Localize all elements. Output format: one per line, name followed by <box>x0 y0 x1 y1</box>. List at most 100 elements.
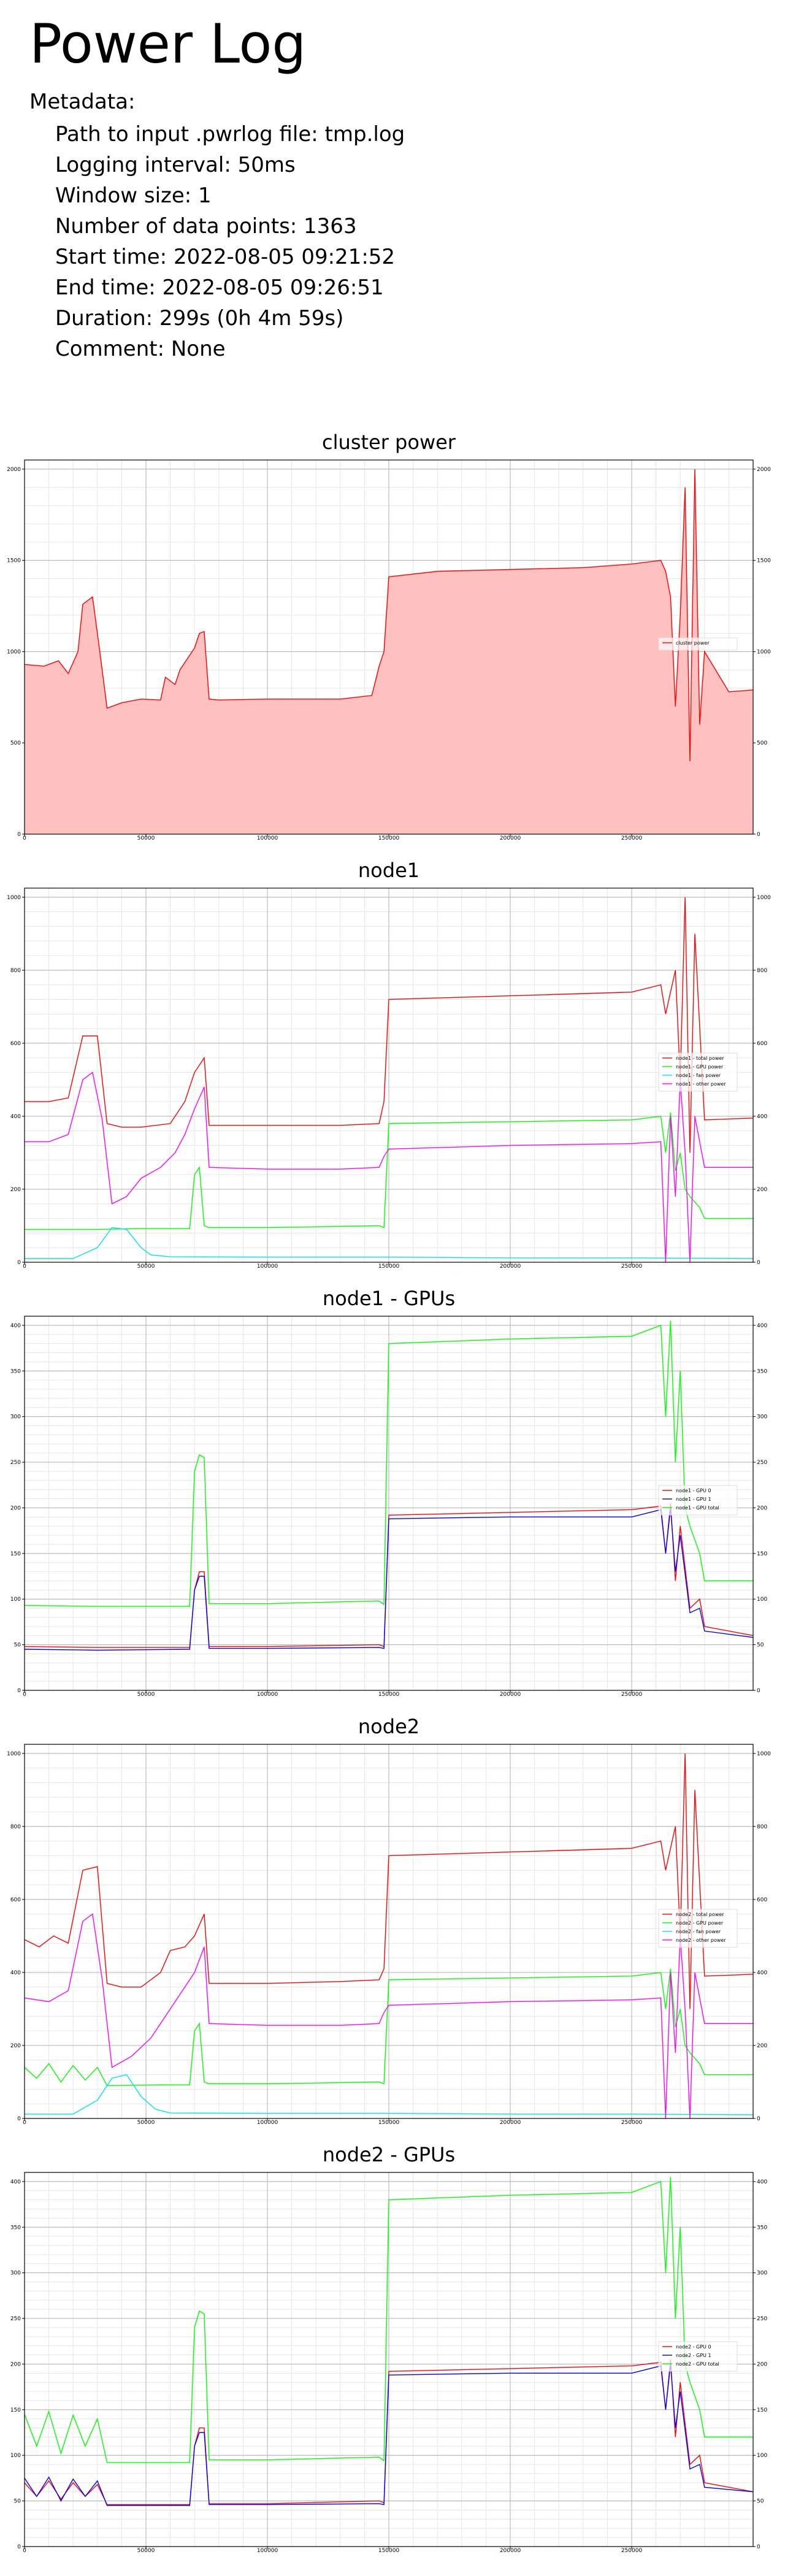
y-tick-label-right: 200 <box>757 2043 767 2049</box>
x-tick-label: 100000 <box>257 2120 278 2125</box>
y-tick-label-left: 150 <box>10 1551 21 1557</box>
x-tick-label: 250000 <box>621 835 643 840</box>
chart-legend: cluster power <box>658 637 738 651</box>
legend-entry: node2 - GPU 0 <box>676 2344 711 2350</box>
legend-entry: node1 - GPU 0 <box>676 1488 711 1493</box>
series-line-1 <box>25 1112 753 1230</box>
x-tick-label: 200000 <box>500 1692 521 1696</box>
y-tick-label-left: 1000 <box>7 1751 21 1757</box>
x-tick-label: 200000 <box>500 835 521 840</box>
metadata-comment: Comment: None <box>55 337 226 361</box>
y-tick-label-right: 400 <box>757 1323 767 1329</box>
y-tick-label-right: 1000 <box>757 895 771 901</box>
x-tick-label: 250000 <box>621 2548 643 2553</box>
x-tick-label: 150000 <box>378 2548 400 2553</box>
y-tick-label-right: 50 <box>757 2499 764 2505</box>
x-tick-label: 0 <box>23 2548 26 2553</box>
legend-entry: node1 - fan power <box>676 1073 721 1078</box>
y-tick-label-right: 300 <box>757 2271 767 2277</box>
y-tick-label-right: 200 <box>757 1187 767 1193</box>
legend-entry: node1 - GPU 1 <box>676 1497 711 1502</box>
y-tick-label-left: 1000 <box>7 895 21 901</box>
y-tick-label-left: 200 <box>10 1505 21 1511</box>
y-tick-label-left: 300 <box>10 1414 21 1420</box>
metadata-data-points: Number of data points: 1363 <box>55 214 357 239</box>
chart-title: node2 - GPUs <box>323 2143 455 2166</box>
y-tick-label-right: 800 <box>757 1824 767 1830</box>
y-tick-label-right: 200 <box>757 1505 767 1511</box>
legend-entry: node2 - other power <box>676 1938 726 1943</box>
y-tick-label-left: 0 <box>17 2544 21 2550</box>
chart-cluster-power: cluster power 0 50000 100000 150000 200000 250… <box>0 429 785 840</box>
x-tick-label: 150000 <box>378 835 400 840</box>
y-tick-label-left: 800 <box>10 1824 21 1830</box>
x-tick-label: 150000 <box>378 1263 400 1268</box>
y-tick-label-left: 1500 <box>7 558 21 564</box>
y-tick-label-right: 1000 <box>757 1751 771 1757</box>
y-tick-label-left: 600 <box>10 1041 21 1047</box>
y-tick-label-right: 600 <box>757 1041 767 1047</box>
y-tick-label-left: 600 <box>10 1897 21 1903</box>
series-line-2 <box>25 2074 754 2115</box>
x-tick-label: 250000 <box>621 1692 643 1696</box>
y-tick-label-left: 400 <box>10 1114 21 1120</box>
y-tick-label-left: 50 <box>14 2499 21 2505</box>
y-tick-label-left: 0 <box>17 2116 21 2122</box>
legend-entry: node1 - GPU power <box>676 1064 724 1070</box>
x-tick-label: 200000 <box>500 2548 521 2553</box>
legend-box <box>658 637 738 651</box>
y-tick-label-left: 200 <box>10 2043 21 2049</box>
metadata-heading: Metadata: <box>29 90 136 114</box>
y-tick-label-right: 500 <box>757 740 767 746</box>
legend-entry: node2 - GPU total <box>676 2361 719 2367</box>
y-tick-label-left: 150 <box>10 2407 21 2413</box>
y-tick-label-left: 1000 <box>7 649 21 655</box>
legend-box <box>658 1052 738 1092</box>
metadata-input-file: Path to input .pwrlog file: tmp.log <box>55 122 405 147</box>
y-tick-label-left: 0 <box>17 1260 21 1266</box>
y-tick-label-left: 350 <box>10 1368 21 1374</box>
chart-title: node1 - GPUs <box>323 1287 455 1310</box>
legend-box <box>658 1909 738 1948</box>
metadata-duration: Duration: 299s (0h 4m 59s) <box>55 306 344 331</box>
y-tick-label-left: 800 <box>10 968 21 974</box>
series-line-1 <box>24 1508 754 1651</box>
page-title: Power Log <box>29 12 307 75</box>
legend-entry: node1 - other power <box>676 1081 726 1087</box>
chart-node1: node1 0 50000 100000 150000 200000 250000 0 0 200… <box>0 857 785 1268</box>
x-tick-label: 200000 <box>500 2120 521 2125</box>
y-tick-label-right: 300 <box>757 1414 767 1420</box>
y-tick-label-right: 150 <box>757 1551 767 1557</box>
x-tick-label: 100000 <box>257 1263 278 1268</box>
y-tick-label-left: 0 <box>17 1688 21 1694</box>
series-area-0 <box>25 469 753 834</box>
legend-entry: node2 - GPU power <box>676 1920 724 1926</box>
x-tick-label: 250000 <box>621 2120 643 2125</box>
y-tick-label-left: 250 <box>10 2316 21 2322</box>
chart-legend: node1 - total power node1 - GPU power node… <box>658 1052 738 1092</box>
series-line-0 <box>24 1503 754 1648</box>
x-tick-label: 100000 <box>257 2548 278 2553</box>
x-tick-label: 150000 <box>378 1692 400 1696</box>
y-tick-label-right: 50 <box>757 1643 764 1649</box>
y-tick-label-left: 200 <box>10 1187 21 1193</box>
y-tick-label-right: 0 <box>757 832 760 838</box>
y-tick-label-right: 150 <box>757 2407 767 2413</box>
y-tick-label-right: 200 <box>757 2361 767 2367</box>
y-tick-label-right: 400 <box>757 1114 767 1120</box>
y-tick-label-left: 400 <box>10 1323 21 1329</box>
y-tick-label-right: 800 <box>757 968 767 974</box>
x-tick-label: 50000 <box>137 2120 155 2125</box>
y-tick-label-left: 500 <box>10 740 21 746</box>
legend-entry: node2 - GPU 1 <box>676 2353 711 2358</box>
metadata-window-size: Window size: 1 <box>55 183 212 208</box>
metadata-logging-interval: Logging interval: 50ms <box>55 153 296 177</box>
legend-entry: cluster power <box>676 640 710 646</box>
y-tick-label-right: 0 <box>757 2544 760 2550</box>
chart-node1-gpus: node1 - GPUs 0 50000 100000 150000 200000 2500… <box>0 1286 785 1696</box>
metadata-end-time: End time: 2022-08-05 09:26:51 <box>55 275 384 300</box>
legend-entry: node1 - total power <box>676 1056 724 1061</box>
